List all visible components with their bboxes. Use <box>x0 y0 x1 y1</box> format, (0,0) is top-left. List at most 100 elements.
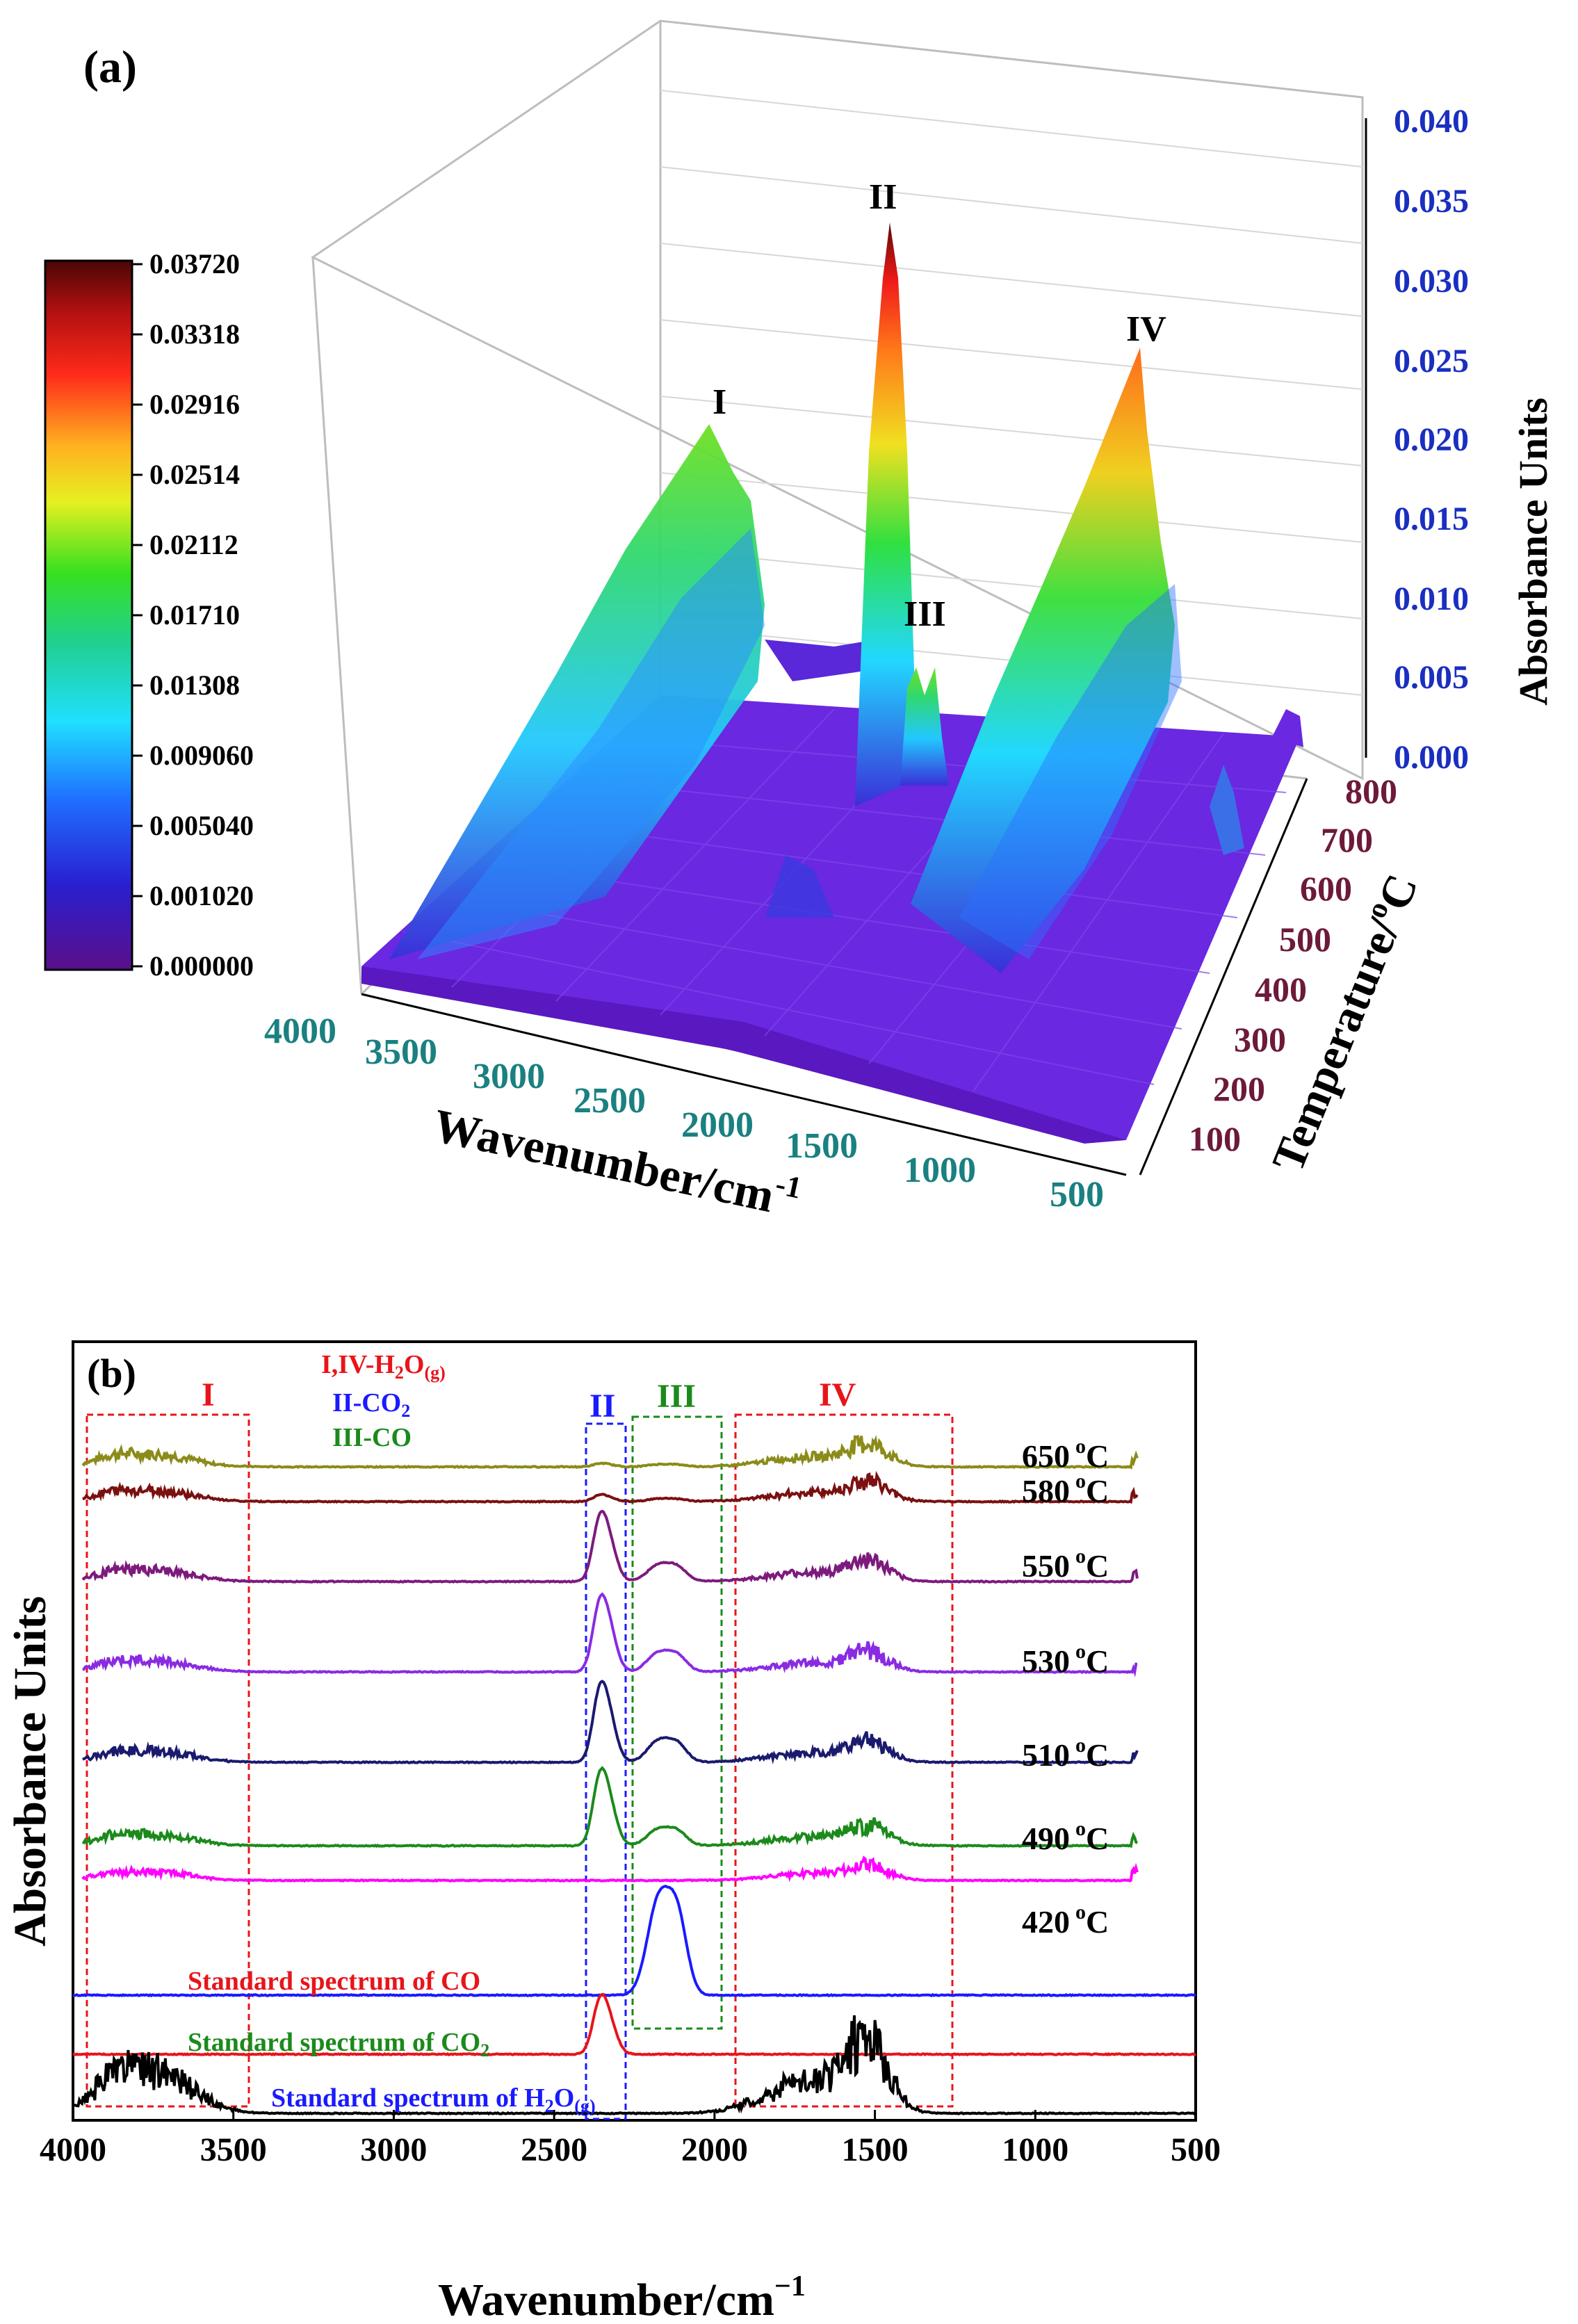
spectrum-line <box>82 1470 1139 1504</box>
spectrum-line <box>81 1509 1139 1584</box>
spectrum-line <box>82 1592 1138 1677</box>
spectrum-line <box>82 1680 1139 1765</box>
x-tick: 2500 <box>574 1081 646 1121</box>
temp-label: 490 oC <box>1022 1817 1109 1856</box>
z-tick: 0.020 <box>1394 421 1469 458</box>
temp-label: 420 oC <box>1022 1901 1109 1940</box>
z-tick: 0.035 <box>1394 183 1469 220</box>
temp-label: 650 oC <box>1022 1435 1109 1474</box>
y-tick: 200 <box>1213 1069 1265 1108</box>
colorbar-tick: 0.02514 <box>149 459 240 490</box>
peak-I <box>389 424 765 959</box>
region-box-II <box>585 1422 627 2120</box>
y-axis-label-b: Absorbance Units <box>5 1596 56 1947</box>
y-tick: 600 <box>1300 869 1352 908</box>
x-tick: 4000 <box>264 1011 336 1051</box>
std-h2o-label: Standard spectrum of H2O(g) <box>271 2083 596 2116</box>
spectrum-line <box>81 1855 1139 1883</box>
x-axis-label-b: Wavenumber/cm−1 <box>438 2270 806 2324</box>
spectrum-line <box>81 1434 1139 1470</box>
y-tick: 700 <box>1321 820 1373 859</box>
peak-label-I: I <box>713 382 726 422</box>
x-tick-label: 4000 <box>40 2131 106 2168</box>
colorbar-ticks: 0.03720 0.03318 0.02916 0.02514 0.02112 … <box>132 248 254 982</box>
z-tick: 0.000 <box>1394 739 1469 776</box>
spectrum-line <box>81 1766 1139 1848</box>
colorbar <box>44 259 133 971</box>
colorbar-tick: 0.001020 <box>149 880 254 911</box>
z-tick: 0.015 <box>1394 501 1469 537</box>
y-tick: 500 <box>1279 920 1331 959</box>
colorbar-tick: 0.02916 <box>149 389 240 420</box>
y-tick: 400 <box>1255 970 1307 1009</box>
region-label-II: II <box>589 1388 615 1424</box>
peak-label-IV: IV <box>1126 309 1166 349</box>
z-tick: 0.040 <box>1394 103 1469 140</box>
spectrum-line <box>72 1992 1196 2057</box>
temp-label: 510 oC <box>1022 1734 1109 1773</box>
colorbar-tick: 0.01710 <box>149 599 240 631</box>
region-label-IV: IV <box>819 1376 856 1413</box>
x-tick: 1000 <box>904 1151 976 1190</box>
x-tick-label: 2500 <box>521 2131 587 2168</box>
x-tick-label: 3000 <box>360 2131 427 2168</box>
x-tick-label: 1500 <box>842 2131 909 2168</box>
legend: I,IV-H2O(g) II-CO2 III-CO <box>321 1350 446 1452</box>
temp-label: 580 oC <box>1022 1470 1109 1509</box>
peak-II <box>855 222 918 806</box>
region-labels: I II III IV <box>202 1376 856 1424</box>
x-tick: 3000 <box>473 1057 545 1096</box>
z-tick: 0.030 <box>1394 263 1469 300</box>
x-axis: 4000 3500 3000 2500 2000 1500 1000 500 <box>264 993 1127 1214</box>
colorbar-tick: 0.03318 <box>149 318 240 350</box>
temp-labels: 650 oC 580 oC 550 oC 530 oC 510 oC 490 oC 420 o… <box>1022 1435 1109 1940</box>
region-label-III: III <box>657 1378 696 1415</box>
plot-frame <box>72 1340 1197 2122</box>
panel-b: (b) I,IV-H2O(g) II-CO2 III-CO I II III I… <box>5 1340 1221 2324</box>
region-box-I <box>86 1413 250 2108</box>
z-axis-label: Absorbance Units <box>1511 398 1556 706</box>
y-tick: 300 <box>1234 1020 1286 1059</box>
temp-label: 550 oC <box>1022 1545 1109 1584</box>
peak-IV <box>911 348 1175 973</box>
temp-label: 530 oC <box>1022 1640 1109 1679</box>
spectrum-line <box>72 2015 1196 2116</box>
x-tick-label: 500 <box>1171 2131 1221 2168</box>
x-tick: 1500 <box>786 1126 858 1166</box>
peak-label-II: II <box>869 177 897 217</box>
x-tick-label: 1000 <box>1002 2131 1068 2168</box>
peak-III <box>900 667 949 786</box>
z-axis: 0.040 0.035 0.030 0.025 0.020 0.015 0.01… <box>1365 103 1469 776</box>
standard-labels: Standard spectrum of CO Standard spectru… <box>188 1967 596 2116</box>
std-co2-label: Standard spectrum of CO2 <box>188 2028 489 2061</box>
colorbar-tick: 0.000000 <box>149 950 254 982</box>
y-tick: 800 <box>1345 772 1397 811</box>
y-axis: 800 700 600 500 400 300 200 100 <box>1139 772 1397 1176</box>
colorbar-tick: 0.005040 <box>149 810 254 841</box>
panel-a: (a) <box>44 19 1556 1222</box>
panel-b-label: (b) <box>87 1351 136 1396</box>
colorbar-tick: 0.009060 <box>149 740 254 771</box>
surface <box>361 222 1303 1144</box>
spectra <box>72 1434 1196 2116</box>
panel-a-label: (a) <box>83 42 137 92</box>
x-tick: 2000 <box>681 1105 754 1145</box>
spectrum-line <box>72 1885 1196 1998</box>
z-tick: 0.005 <box>1394 659 1469 696</box>
x-tick-label: 3500 <box>200 2131 267 2168</box>
peak-label-III: III <box>904 594 946 634</box>
regions <box>86 1413 954 2120</box>
x-tick-label: 2000 <box>681 2131 748 2168</box>
colorbar-tick: 0.02112 <box>149 529 238 560</box>
legend-co: III-CO <box>332 1423 412 1452</box>
z-tick: 0.010 <box>1394 580 1469 617</box>
region-label-I: I <box>202 1376 215 1413</box>
std-co-label: Standard spectrum of CO <box>188 1967 480 1996</box>
legend-h2o: I,IV-H2O(g) <box>321 1350 446 1383</box>
x-tick: 3500 <box>365 1032 437 1072</box>
region-box-III <box>631 1415 723 2030</box>
peak-labels: I II III IV <box>713 177 1166 634</box>
y-tick: 100 <box>1189 1119 1241 1158</box>
z-tick: 0.025 <box>1394 343 1469 380</box>
